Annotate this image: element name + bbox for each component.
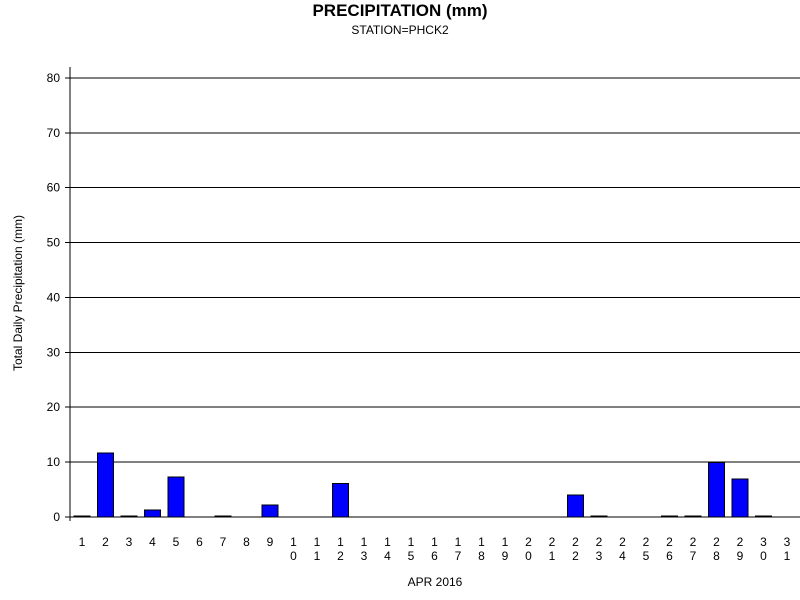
chart-subtitle: STATION=PHCK2 [351, 23, 449, 37]
x-tick-label: 7 [220, 535, 227, 549]
x-tick-label: 8 [243, 535, 250, 549]
y-tick-label: 20 [47, 400, 61, 414]
x-tick-label: 9 [267, 535, 274, 549]
x-axis-label: APR 2016 [408, 575, 463, 589]
y-tick-label: 80 [47, 71, 61, 85]
bar-day-5 [167, 476, 185, 518]
y-ticks: 0 10 20 30 40 50 60 70 80 [47, 71, 70, 524]
x-tick-label: 3 [126, 535, 133, 549]
y-tick-label: 30 [47, 345, 61, 359]
y-tick-label: 10 [47, 455, 61, 469]
x-ticks: 1 2 3 4 5 6 7 8 9 1 01 11 21 31 41 51 61 71 81 92 02 12 22 32 42… [79, 535, 791, 563]
x-tick-label: 5 [173, 535, 180, 549]
bar-day-4 [144, 509, 161, 518]
bar-day-22 [567, 494, 584, 518]
y-tick-label: 0 [53, 510, 60, 524]
y-tick-label: 40 [47, 290, 61, 304]
bars [73, 452, 772, 518]
bar-day-9 [261, 504, 279, 518]
axes [69, 67, 800, 521]
bar-day-2 [97, 452, 114, 518]
y-tick-label: 70 [47, 126, 61, 140]
x-tick-label: 6 [196, 535, 203, 549]
x-tick-label: 2 [102, 535, 109, 549]
y-tick-label: 50 [47, 236, 61, 250]
gridlines [70, 77, 800, 463]
bar-day-28 [708, 462, 725, 518]
bar-day-29 [731, 478, 749, 518]
y-tick-label: 60 [47, 181, 61, 195]
bar-day-12 [332, 483, 349, 518]
y-axis-label: Total Daily Precipitation (mm) [11, 215, 25, 371]
chart-title: PRECIPITATION (mm) [312, 1, 488, 20]
x-tick-label: 1 [79, 535, 86, 549]
x-tick-label: 4 [149, 535, 156, 549]
